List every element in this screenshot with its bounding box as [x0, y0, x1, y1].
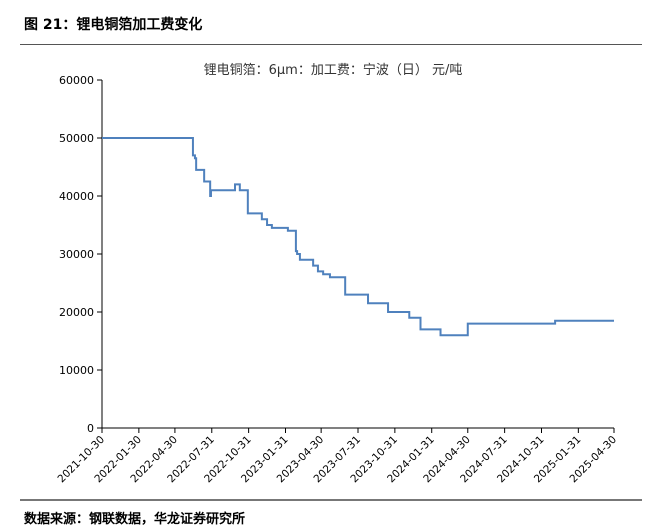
chart-title: 锂电铜箔：6μm：加工费：宁波（日） 元/吨 [204, 62, 463, 78]
y-tick-label: 30000 [59, 248, 94, 261]
series-line [102, 137, 614, 337]
y-tick-label: 10000 [59, 364, 94, 377]
bottom-divider [20, 499, 642, 501]
y-tick-label: 0 [87, 422, 94, 435]
y-tick-label: 60000 [59, 74, 94, 87]
top-divider [20, 44, 642, 45]
y-tick-label: 40000 [59, 190, 94, 203]
y-tick-label: 20000 [59, 306, 94, 319]
y-tick-label: 50000 [59, 132, 94, 145]
source-note: 数据来源：钢联数据，华龙证券研究所 [24, 512, 246, 527]
chart: 锂电铜箔：6μm：加工费：宁波（日） 元/吨 0 10000 20000 30000 4… [55, 62, 619, 485]
figure-title: 图 21：锂电铜箔加工费变化 [24, 17, 203, 33]
